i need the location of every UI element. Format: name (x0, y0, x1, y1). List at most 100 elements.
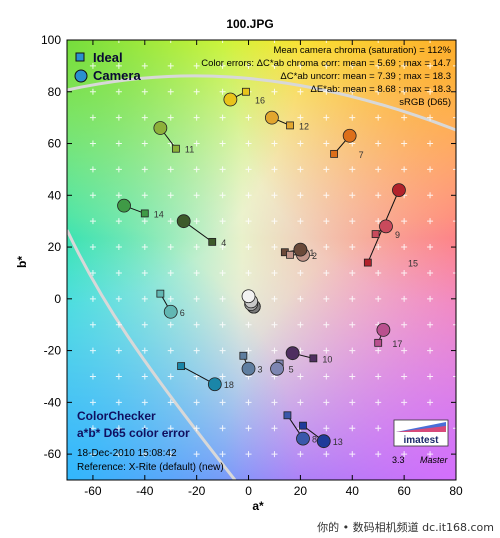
grid-cross (167, 40, 174, 43)
grid-cross (427, 295, 434, 302)
patch-label-13: 13 (333, 437, 343, 447)
grid-cross (141, 218, 148, 225)
x-tick-label: 40 (346, 484, 360, 498)
grid-cross (375, 295, 382, 302)
grid-cross (271, 425, 278, 432)
grid-cross (115, 192, 122, 199)
grid-cross (193, 166, 200, 173)
grid-cross (167, 399, 174, 406)
grid-cross (297, 62, 304, 69)
grid-cross (115, 140, 122, 147)
grid-cross (89, 244, 96, 251)
grid-cross (323, 192, 330, 199)
panel-line-4: Reference: X-Rite (default) (new) (77, 462, 224, 473)
grid-cross (427, 373, 434, 380)
grid-cross (89, 88, 96, 95)
grid-cross (115, 451, 122, 458)
grid-cross (271, 269, 278, 276)
grid-cross (193, 192, 200, 199)
ideal-marker-18 (177, 362, 186, 371)
grid-cross (141, 88, 148, 95)
patch-label-7: 7 (359, 150, 364, 160)
camera-marker-6 (163, 304, 178, 319)
grid-cross (375, 347, 382, 354)
grid-cross (89, 399, 96, 406)
grid-cross (401, 88, 408, 95)
grid-cross (115, 269, 122, 276)
grid-cross (349, 244, 356, 251)
grid-cross (167, 347, 174, 354)
grid-cross (193, 399, 200, 406)
stat-line-1: Mean camera chroma (saturation) = 112% (273, 45, 451, 56)
grid-cross (167, 425, 174, 432)
grid-cross (427, 347, 434, 354)
grid-cross (219, 192, 226, 199)
grid-cross (167, 244, 174, 251)
grid-cross (141, 269, 148, 276)
grid-cross (401, 347, 408, 354)
grid-cross (427, 218, 434, 225)
grid-cross (323, 451, 330, 458)
grid-cross (297, 373, 304, 380)
grid-cross (219, 373, 226, 380)
grid-cross (323, 40, 330, 43)
grid-cross (401, 114, 408, 121)
grid-cross (349, 451, 356, 458)
x-tick-label: -40 (136, 484, 154, 498)
grid-cross (323, 218, 330, 225)
imatest-logo: imatest 3.3 Master (392, 419, 449, 465)
grid-cross (349, 425, 356, 432)
grid-cross (115, 62, 122, 69)
grid-cross (141, 192, 148, 199)
grid-cross (401, 218, 408, 225)
grid-cross (89, 321, 96, 328)
grid-cross (141, 166, 148, 173)
grid-cross (89, 192, 96, 199)
grid-cross (349, 166, 356, 173)
grid-cross (219, 321, 226, 328)
gamut-curve-bottom (67, 229, 237, 480)
stat-line-3: ΔC*ab uncorr: mean = 7.39 ; max = 18.3 (280, 71, 451, 82)
grid-cross (115, 399, 122, 406)
grid-cross (167, 62, 174, 69)
patch-label-4: 4 (221, 238, 226, 248)
grid-cross (115, 425, 122, 432)
camera-marker-10 (285, 346, 300, 361)
grid-cross (219, 269, 226, 276)
camera-marker-5 (270, 361, 284, 376)
grid-cross (219, 140, 226, 147)
grid-cross (167, 295, 174, 302)
grid-cross (193, 269, 200, 276)
grid-cross (375, 269, 382, 276)
grid-cross (115, 373, 122, 380)
camera-marker-1 (293, 242, 308, 257)
camera-marker-14 (117, 198, 131, 213)
grid-cross (349, 218, 356, 225)
camera-marker-12 (264, 110, 279, 125)
y-tick-label: 40 (48, 188, 62, 202)
grid-cross (271, 218, 278, 225)
patch-label-15: 15 (408, 259, 418, 269)
grid-cross (453, 114, 456, 121)
ideal-marker-6 (156, 289, 165, 298)
grid-cross (89, 451, 96, 458)
grid-cross (141, 347, 148, 354)
grid-cross (219, 399, 226, 406)
grid-cross (297, 88, 304, 95)
logo-version: 3.3 (392, 455, 405, 465)
grid-cross (375, 425, 382, 432)
stat-line-5: sRGB (D65) (399, 97, 451, 108)
grid-cross (401, 451, 408, 458)
grid-cross (219, 218, 226, 225)
grid-cross (427, 40, 434, 43)
grid-cross (401, 399, 408, 406)
x-tick-label: -20 (188, 484, 206, 498)
camera-marker-18 (207, 377, 222, 392)
grid-cross (219, 347, 226, 354)
grid-cross (297, 166, 304, 173)
grid-cross (401, 269, 408, 276)
logo-rainbow-accent (396, 426, 446, 432)
patch-label-17: 17 (392, 339, 402, 349)
grid-cross (401, 166, 408, 173)
grid-cross (219, 62, 226, 69)
